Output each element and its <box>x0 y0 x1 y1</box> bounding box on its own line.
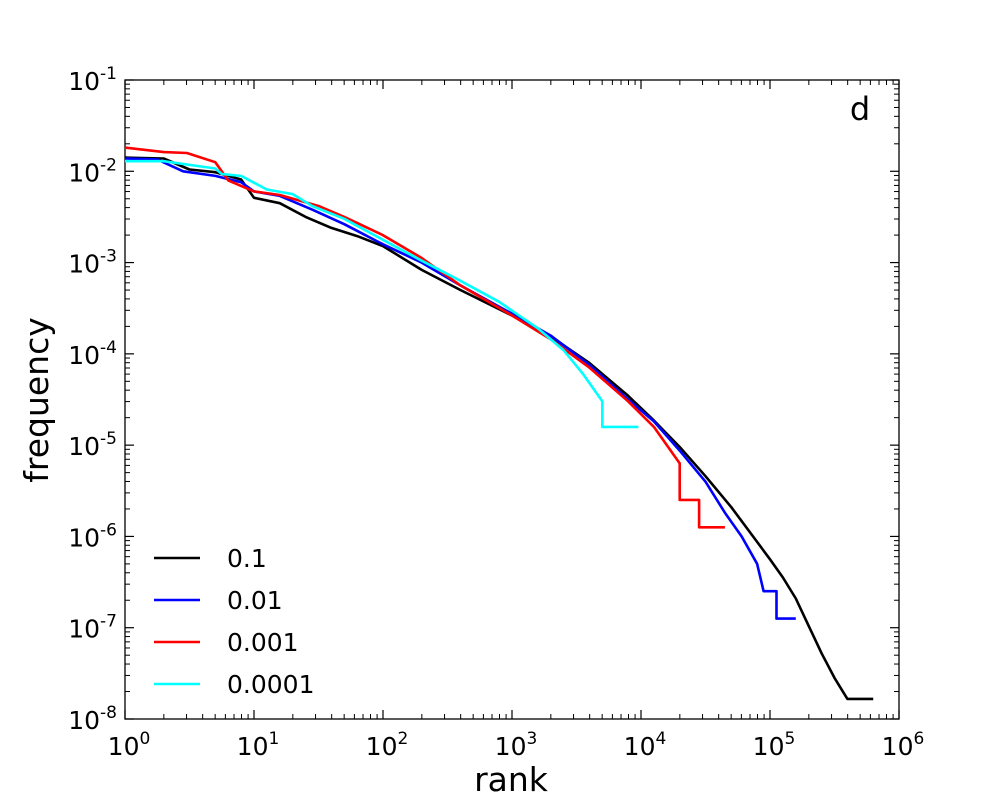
panel-label: d <box>850 90 870 128</box>
plot-area <box>124 79 900 720</box>
x-tick-label: 105 <box>753 729 796 761</box>
y-tick-labels: 10-8 10-7 10-6 10-5 10-4 10-3 10-2 10-1 <box>68 64 117 735</box>
x-tick-label: 101 <box>237 729 280 761</box>
legend-label-0: 0.1 <box>227 544 267 573</box>
x-tick-label: 100 <box>108 729 151 761</box>
x-tick-label: 102 <box>366 729 409 761</box>
legend-label-3: 0.0001 <box>227 670 314 699</box>
y-tick-label: 10-7 <box>68 612 117 644</box>
x-axis-label: rank <box>474 760 549 799</box>
minor-ticks <box>125 80 899 719</box>
x-tick-labels: 100 101 102 103 104 105 106 <box>108 729 925 761</box>
y-tick-label: 10-2 <box>68 155 117 187</box>
legend-label-1: 0.01 <box>227 586 283 615</box>
major-ticks <box>124 79 900 720</box>
y-tick-label: 10-8 <box>68 703 117 735</box>
x-tick-label: 106 <box>882 729 925 761</box>
y-axis-label: frequency <box>17 317 56 483</box>
x-tick-label: 104 <box>624 729 667 761</box>
x-tick-label: 103 <box>495 729 538 761</box>
y-tick-label: 10-5 <box>68 429 117 461</box>
series-line-3 <box>125 159 639 429</box>
legend-label-2: 0.001 <box>227 628 299 657</box>
y-tick-label: 10-4 <box>68 338 117 370</box>
legend: 0.1 0.01 0.001 0.0001 <box>154 544 314 699</box>
y-tick-label: 10-6 <box>68 520 117 552</box>
series-lines <box>124 146 874 701</box>
y-tick-label: 10-3 <box>68 247 117 279</box>
y-tick-label: 10-1 <box>68 64 117 96</box>
